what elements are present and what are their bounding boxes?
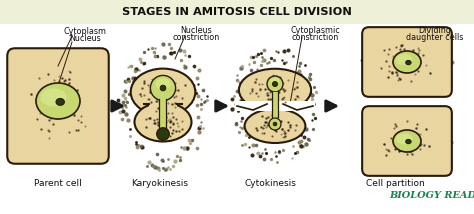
Text: STAGES IN AMITOSIS CELL DIVISION: STAGES IN AMITOSIS CELL DIVISION [122, 7, 352, 17]
Ellipse shape [160, 85, 166, 91]
Ellipse shape [406, 140, 411, 144]
Ellipse shape [271, 78, 280, 84]
Ellipse shape [40, 88, 67, 106]
FancyBboxPatch shape [362, 106, 452, 176]
Ellipse shape [393, 130, 421, 152]
Text: Dividing: Dividing [419, 25, 451, 34]
Text: constriction: constriction [173, 33, 219, 42]
FancyBboxPatch shape [272, 92, 278, 117]
FancyBboxPatch shape [159, 99, 166, 134]
Ellipse shape [396, 54, 412, 65]
Ellipse shape [150, 75, 175, 101]
Text: Karyokinesis: Karyokinesis [131, 180, 189, 189]
Ellipse shape [269, 118, 281, 130]
Ellipse shape [393, 51, 421, 73]
Ellipse shape [157, 128, 169, 140]
Ellipse shape [273, 122, 277, 126]
FancyBboxPatch shape [362, 27, 452, 97]
Text: Parent cell: Parent cell [34, 180, 82, 189]
Ellipse shape [135, 103, 191, 141]
Ellipse shape [155, 78, 171, 90]
Text: daughter cells: daughter cells [406, 33, 464, 42]
Text: BIOLOGY READER: BIOLOGY READER [389, 192, 474, 201]
Text: Cytoplasm: Cytoplasm [64, 27, 107, 36]
Ellipse shape [245, 109, 305, 143]
Text: Nucleus: Nucleus [69, 34, 101, 43]
Ellipse shape [406, 61, 411, 65]
Ellipse shape [396, 133, 412, 144]
Text: constriction: constriction [292, 33, 338, 42]
FancyBboxPatch shape [0, 0, 474, 24]
Text: Nucleus: Nucleus [180, 25, 212, 34]
Ellipse shape [36, 83, 80, 119]
Ellipse shape [56, 98, 64, 105]
FancyBboxPatch shape [7, 48, 109, 164]
Ellipse shape [131, 69, 195, 115]
Ellipse shape [239, 69, 311, 111]
Text: Cell partition: Cell partition [365, 180, 424, 189]
Ellipse shape [267, 76, 283, 92]
Text: Cytokinesis: Cytokinesis [244, 180, 296, 189]
Text: Cytoplasmic: Cytoplasmic [290, 25, 340, 34]
FancyBboxPatch shape [149, 92, 177, 118]
Ellipse shape [273, 82, 277, 86]
FancyBboxPatch shape [235, 101, 315, 111]
